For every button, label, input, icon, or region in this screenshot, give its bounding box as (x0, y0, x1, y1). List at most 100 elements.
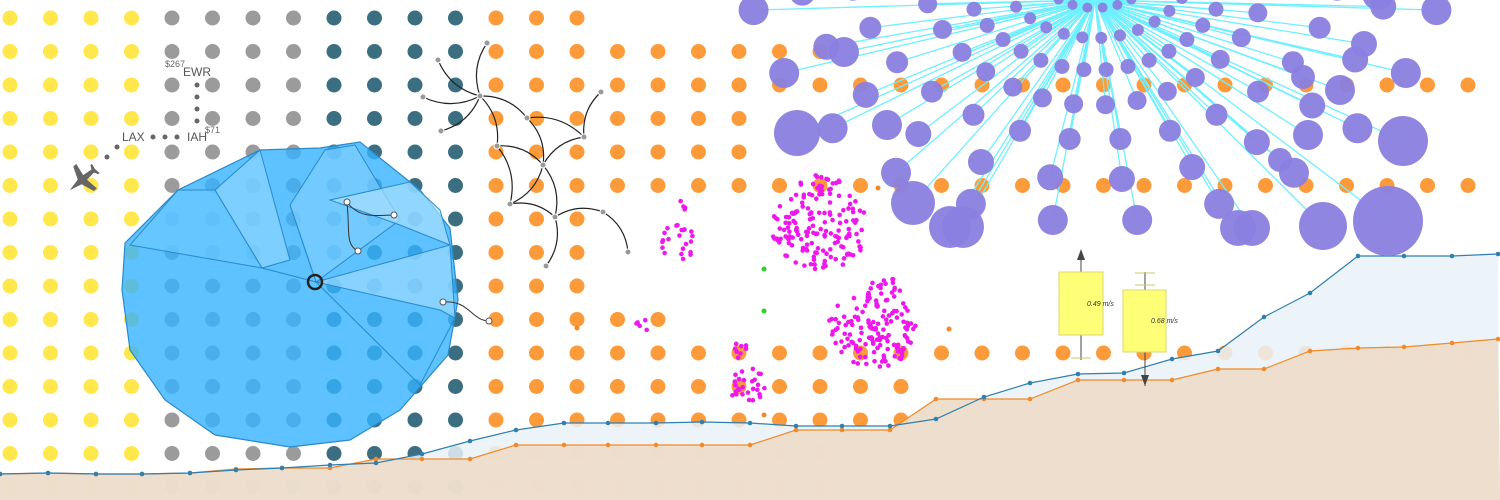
grid-dot (488, 278, 504, 294)
cluster-point (812, 262, 817, 267)
grid-dot (1217, 77, 1233, 93)
grid-dot (286, 44, 301, 59)
grid-dot (1015, 345, 1030, 361)
grid-dot (2, 111, 18, 126)
grid-dot (164, 111, 180, 126)
network-node (966, 1, 982, 17)
series-point-orange (419, 456, 425, 462)
grid-dot (43, 144, 58, 160)
network-link (962, 0, 1096, 228)
cluster-point (827, 318, 832, 323)
cluster-point (743, 343, 749, 348)
cluster-point (822, 232, 827, 238)
cluster-point (783, 234, 788, 239)
network-node (1179, 154, 1206, 181)
series-point-orange (1261, 366, 1267, 372)
series-point-blue (279, 465, 285, 471)
cluster-point (899, 312, 904, 317)
cluster-point (878, 291, 884, 296)
cluster-point-orange (946, 326, 952, 332)
grid-dot (650, 345, 666, 361)
cluster-point (847, 201, 853, 207)
cluster-point (827, 191, 833, 197)
cluster-point (812, 266, 818, 272)
cluster-point (793, 260, 799, 265)
grid-dot (83, 211, 99, 227)
series-point-orange (1121, 377, 1127, 383)
cluster-point (857, 208, 863, 214)
cluster-point (746, 397, 752, 403)
cluster-point (740, 392, 745, 397)
cluster-point (890, 310, 895, 316)
airport-label-iah: IAH (187, 130, 207, 144)
cluster-point (881, 278, 887, 283)
cluster-point (660, 239, 665, 245)
cluster-point (866, 320, 871, 326)
grid-dot (205, 77, 220, 93)
network-node (1122, 204, 1153, 235)
grid-dot (286, 77, 301, 93)
series-point-orange (1215, 366, 1221, 372)
cluster-point (842, 331, 848, 337)
box-label-2: 0.68 m/s (1151, 318, 1178, 325)
cluster-point (895, 349, 901, 354)
series-point-blue (1307, 290, 1313, 296)
cluster-point (842, 344, 847, 350)
grid-dot (1460, 178, 1476, 193)
network-node (1032, 88, 1052, 108)
cluster-point (868, 286, 874, 291)
grid-dot (1258, 178, 1273, 193)
series-point-orange (561, 442, 567, 448)
graph-node (597, 88, 605, 96)
network-node (1291, 65, 1315, 89)
cluster-point (884, 321, 890, 326)
grid-dot (529, 245, 544, 260)
grid-dot (1177, 178, 1192, 193)
grid-dot (569, 10, 585, 26)
cluster-point (813, 250, 818, 255)
cluster-point (856, 239, 861, 244)
graph-edge (509, 202, 556, 218)
grid-dot (650, 379, 666, 394)
cluster-point (901, 319, 906, 325)
series-point-blue (373, 460, 379, 466)
grid-dot (1420, 77, 1435, 93)
grid-dot (83, 446, 99, 461)
grid-dot (731, 77, 747, 93)
cluster-point (894, 315, 900, 320)
cluster-point (637, 323, 643, 329)
cluster-point (689, 229, 694, 234)
grid-dot (448, 379, 463, 394)
grid-dot (286, 111, 301, 126)
series-point-orange (653, 442, 659, 448)
cluster-point (793, 227, 799, 233)
cluster-point (688, 239, 694, 244)
tree-graph (419, 39, 632, 270)
series-point-blue (747, 420, 753, 426)
cluster-point (833, 233, 838, 239)
grid-dot (407, 412, 423, 428)
network-node (1231, 28, 1251, 48)
network-node (1120, 58, 1136, 74)
grid-dot (488, 211, 504, 227)
series-point-orange (1075, 377, 1081, 383)
grid-dot (448, 111, 463, 126)
cluster-point (886, 332, 891, 338)
graph-edge (509, 164, 544, 205)
network-link (886, 0, 1096, 126)
cluster-point (680, 246, 686, 252)
cluster-point (827, 210, 833, 215)
cluster-point-orange (875, 185, 881, 191)
network-node (1158, 119, 1181, 142)
network-node (1096, 95, 1116, 115)
cluster-point (895, 344, 900, 350)
graph-edge (422, 95, 481, 105)
series-point-blue (933, 416, 939, 422)
cluster-point (743, 346, 749, 352)
series-point-blue (0, 471, 3, 477)
grid-dot (43, 446, 58, 461)
network-node (852, 81, 879, 108)
cluster-point (855, 317, 861, 322)
grid-dot (407, 10, 423, 26)
